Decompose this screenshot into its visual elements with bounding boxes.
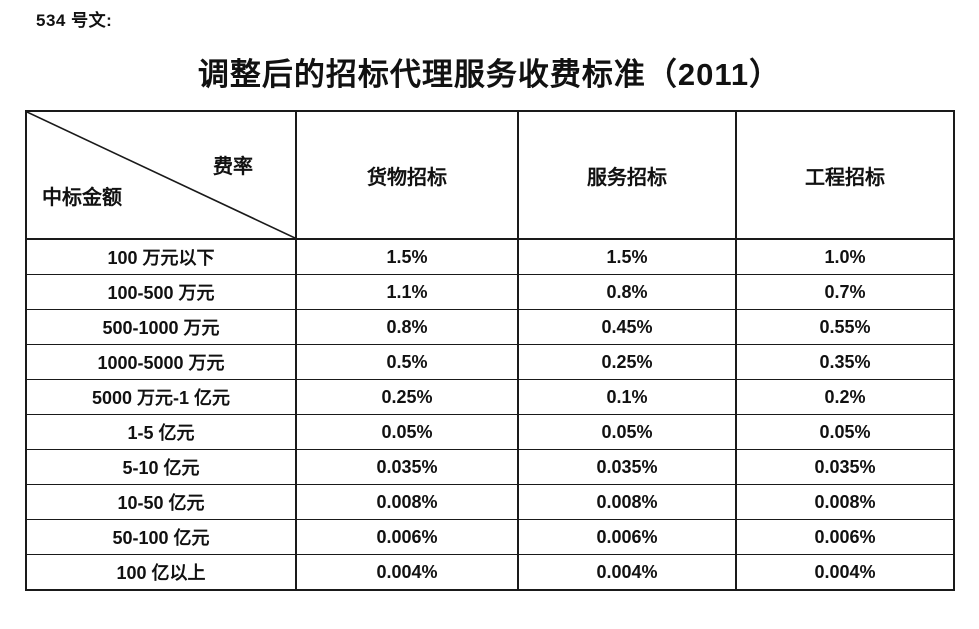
corner-label-amount: 中标金额: [42, 187, 122, 209]
amount-range-cell: 100 亿以上: [25, 554, 297, 591]
rate-value-cell: 0.1%: [517, 379, 737, 415]
rate-value-cell: 0.004%: [295, 554, 519, 591]
header-row: 费率 中标金额 货物招标 服务招标 工程招标: [25, 110, 955, 240]
page-title: 调整后的招标代理服务收费标准（2011）: [197, 57, 782, 92]
table-row: 50-100 亿元 0.006% 0.006% 0.006%: [25, 519, 955, 555]
table-row: 100 亿以上 0.004% 0.004% 0.004%: [25, 554, 955, 591]
amount-range-cell: 100-500 万元: [25, 274, 297, 310]
rate-value-cell: 0.35%: [735, 344, 955, 380]
table-row: 5000 万元-1 亿元 0.25% 0.1% 0.2%: [25, 379, 955, 415]
rate-value-cell: 0.05%: [735, 414, 955, 450]
amount-range-cell: 5-10 亿元: [25, 449, 297, 485]
corner-label-rate: 费率: [213, 156, 253, 178]
amount-range-cell: 500-1000 万元: [25, 309, 297, 345]
diagonal-divider-line: [27, 112, 295, 238]
rate-value-cell: 0.008%: [295, 484, 519, 520]
table-row: 1000-5000 万元 0.5% 0.25% 0.35%: [25, 344, 955, 380]
amount-range-cell: 100 万元以下: [25, 238, 297, 275]
rate-value-cell: 0.035%: [517, 449, 737, 485]
rate-value-cell: 0.45%: [517, 309, 737, 345]
rate-value-cell: 0.7%: [735, 274, 955, 310]
column-header-engineering-bidding: 工程招标: [735, 110, 955, 240]
rate-value-cell: 0.8%: [295, 309, 519, 345]
rate-value-cell: 0.25%: [517, 344, 737, 380]
rate-value-cell: 1.5%: [517, 238, 737, 275]
table-row: 500-1000 万元 0.8% 0.45% 0.55%: [25, 309, 955, 345]
corner-header-cell: 费率 中标金额: [25, 110, 297, 240]
rate-value-cell: 0.006%: [517, 519, 737, 555]
rate-value-cell: 0.25%: [295, 379, 519, 415]
table-row: 100-500 万元 1.1% 0.8% 0.7%: [25, 274, 955, 310]
rate-value-cell: 0.006%: [735, 519, 955, 555]
rate-value-cell: 0.008%: [735, 484, 955, 520]
rate-value-cell: 0.8%: [517, 274, 737, 310]
rate-value-cell: 1.5%: [295, 238, 519, 275]
rate-value-cell: 0.2%: [735, 379, 955, 415]
amount-range-cell: 10-50 亿元: [25, 484, 297, 520]
column-header-service-bidding: 服务招标: [517, 110, 737, 240]
fee-table-body: 100 万元以下 1.5% 1.5% 1.0% 100-500 万元 1.1% 0.8% 0.…: [25, 238, 955, 591]
amount-range-cell: 50-100 亿元: [25, 519, 297, 555]
rate-value-cell: 0.004%: [735, 554, 955, 591]
rate-value-cell: 0.05%: [295, 414, 519, 450]
rate-value-cell: 0.55%: [735, 309, 955, 345]
table-row: 1-5 亿元 0.05% 0.05% 0.05%: [25, 414, 955, 450]
amount-range-cell: 5000 万元-1 亿元: [25, 379, 297, 415]
fee-table: 费率 中标金额 货物招标 服务招标 工程招标 100 万元以下 1.5% 1.5% 1…: [25, 110, 955, 591]
rate-value-cell: 0.004%: [517, 554, 737, 591]
table-row: 5-10 亿元 0.035% 0.035% 0.035%: [25, 449, 955, 485]
table-row: 10-50 亿元 0.008% 0.008% 0.008%: [25, 484, 955, 520]
amount-range-cell: 1000-5000 万元: [25, 344, 297, 380]
rate-value-cell: 0.035%: [295, 449, 519, 485]
rate-value-cell: 1.1%: [295, 274, 519, 310]
table-row: 100 万元以下 1.5% 1.5% 1.0%: [25, 238, 955, 275]
rate-value-cell: 1.0%: [735, 238, 955, 275]
doc-number-label: 534 号文:: [36, 11, 113, 30]
rate-value-cell: 0.05%: [517, 414, 737, 450]
amount-range-cell: 1-5 亿元: [25, 414, 297, 450]
rate-value-cell: 0.006%: [295, 519, 519, 555]
rate-value-cell: 0.035%: [735, 449, 955, 485]
rate-value-cell: 0.008%: [517, 484, 737, 520]
rate-value-cell: 0.5%: [295, 344, 519, 380]
column-header-goods-bidding: 货物招标: [295, 110, 519, 240]
